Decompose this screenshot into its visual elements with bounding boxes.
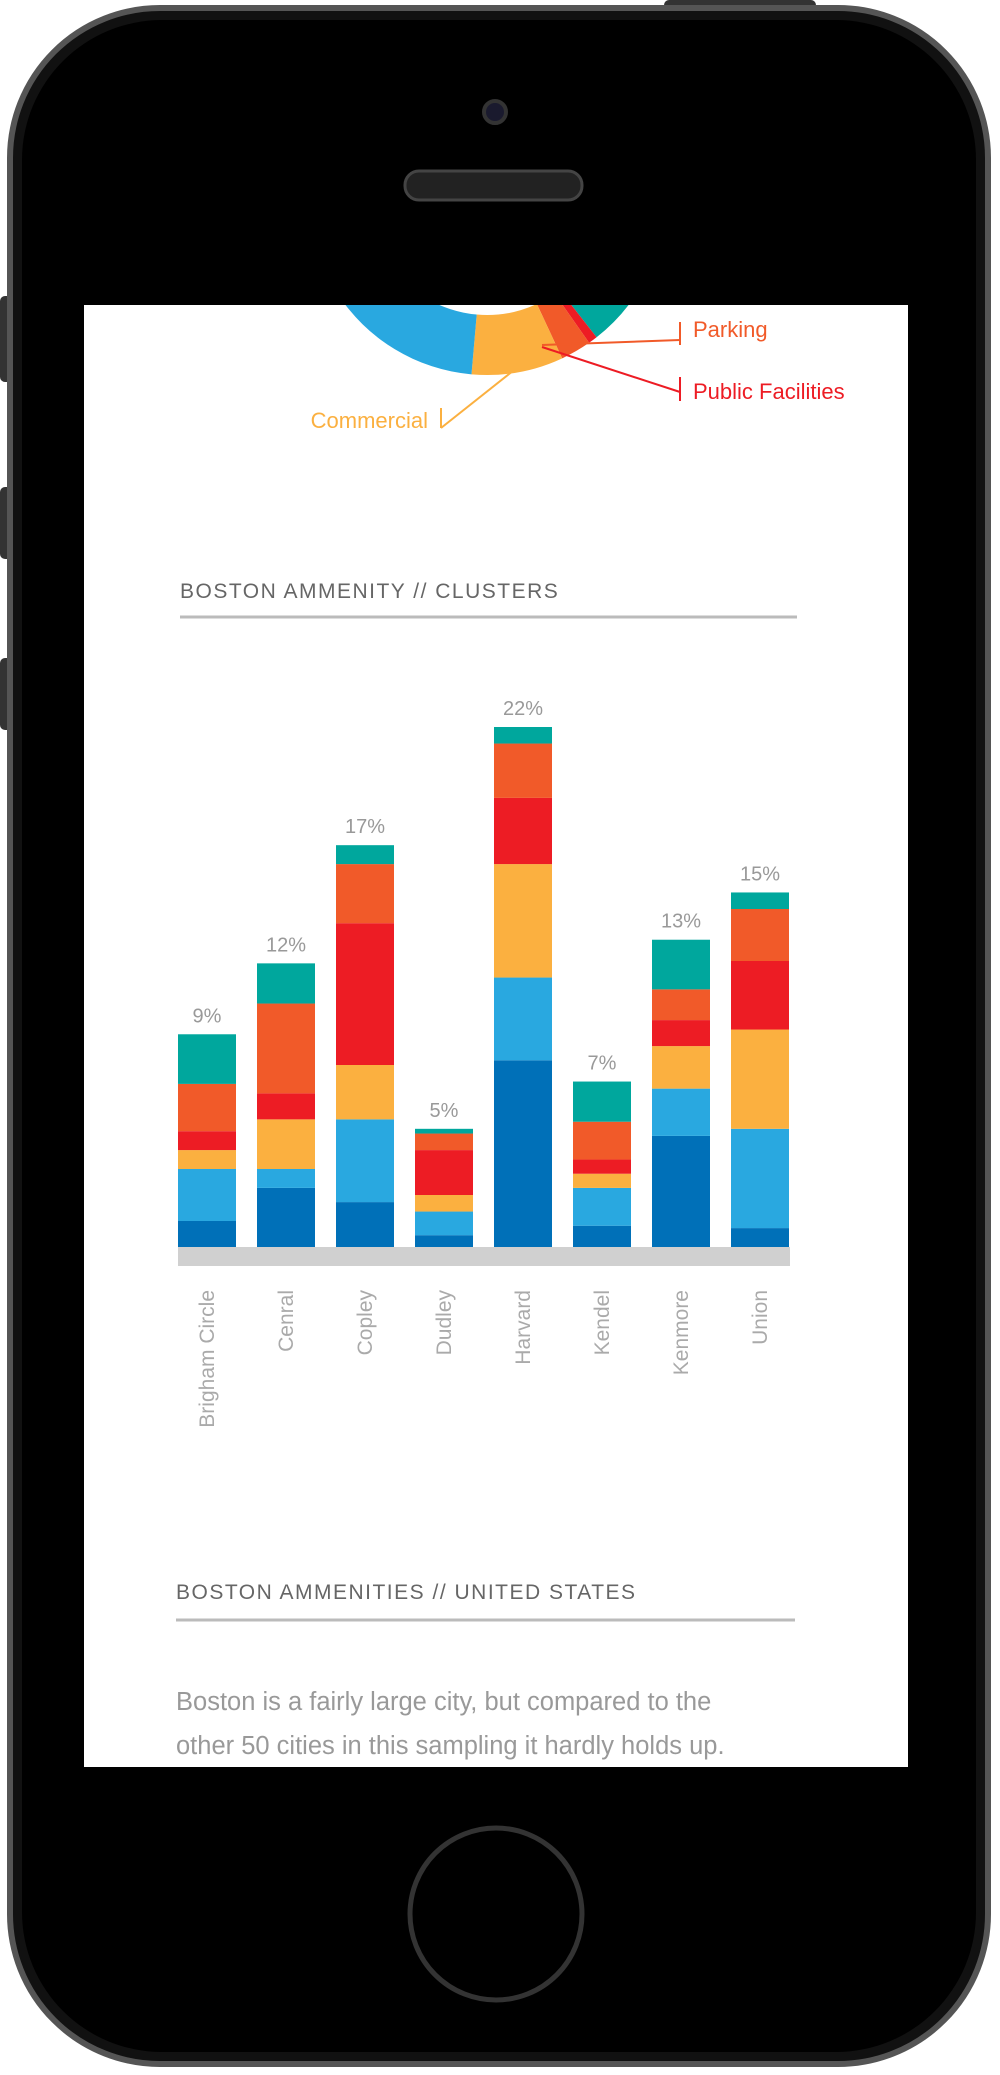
total-label: 17% [345,816,385,838]
bar-segment [573,1081,631,1122]
bar-segment [336,923,394,1065]
x-tick-label: Copley [354,1290,377,1356]
total-label: 22% [503,698,543,720]
bar-segment [573,1159,631,1174]
donut [345,305,629,375]
bar-segment [731,892,789,909]
bar-segment [731,961,789,1030]
bar-segment [257,1119,315,1169]
chart-base [178,1247,790,1266]
bar-segment [415,1128,473,1134]
x-tick-label: Dudley [433,1290,456,1356]
bar-segment [336,1119,394,1203]
bar-segment [494,864,552,978]
paragraph-line: Boston is a fairly large city, but compa… [176,1688,711,1716]
x-tick-label: Brigham Circle [196,1290,219,1428]
bar-segment [573,1187,631,1226]
bar-segment [573,1225,631,1247]
leader-line [541,346,681,393]
bar-segment [336,1065,394,1120]
x-tick-label: Kenmore [670,1290,693,1375]
stacked-bar-chart: 9% Brigham Circle 12% Cenral 17% Copley 5% Dudl… [178,698,789,1428]
total-label: 5% [430,1100,459,1122]
bar-segment [415,1133,473,1151]
bar-segment [257,1187,315,1247]
total-label: 9% [193,1005,222,1027]
bar-segment [178,1131,236,1151]
section-title: BOSTON AMMENITY // CLUSTERS [180,580,559,603]
camera [482,99,508,125]
bar-segment [652,939,710,990]
bar-segment [494,1060,552,1247]
bar-segment [494,727,552,744]
bar-segment [336,864,394,924]
speaker [403,169,584,202]
bar-segment [178,1169,236,1221]
paragraph-line: other 50 cities in this sampling it hard… [176,1732,725,1760]
bar-segment [336,845,394,865]
total-label: 13% [661,911,701,933]
donut-segment [562,305,597,343]
x-tick-label: Harvard [512,1290,535,1365]
total-label: 12% [266,934,306,956]
bar-segment [494,743,552,798]
donut-segment [571,305,629,338]
bar-segment [731,909,789,961]
bar-segment [494,797,552,865]
donut-segment [345,305,477,375]
bar-segment [257,1093,315,1120]
screen-content: Parking Public Facilities Commercial BOS… [176,305,845,1760]
bar-segment [415,1211,473,1236]
home-button [407,1825,585,2003]
donut-segment [537,305,590,359]
bar-segment [652,1135,710,1247]
x-tick-label: Kendel [591,1290,614,1355]
bar-segment [652,1046,710,1089]
bar-segment [178,1221,236,1247]
bar-segment [731,1128,789,1229]
bar-segment [573,1173,631,1188]
leader-line [440,354,534,429]
total-label: 7% [588,1053,617,1075]
bar-segment [573,1121,631,1160]
bar-segment [415,1195,473,1212]
bar-segment [178,1034,236,1084]
bar-segment [257,963,315,1004]
bar-segment [415,1235,473,1247]
bar-segment [257,1169,315,1188]
leader-line [541,339,681,346]
section-title: BOSTON AMMENITIES // UNITED STATES [176,1581,637,1604]
bar-segment [178,1083,236,1132]
bar-segment [257,1003,315,1094]
total-label: 15% [740,863,780,885]
x-tick-label: Cenral [275,1290,298,1352]
donut-segment [471,305,563,375]
bar-segment [652,989,710,1021]
bar-segment [178,1150,236,1169]
donut-label: Public Facilities [693,379,845,404]
bar-segment [652,1088,710,1136]
bar-segment [336,1202,394,1247]
bar-segment [415,1150,473,1195]
donut-label: Commercial [311,408,428,433]
x-tick-label: Union [749,1290,772,1345]
donut-label: Parking [693,317,768,342]
bar-segment [652,1020,710,1047]
bar-segment [731,1029,789,1129]
bar-segment [731,1228,789,1247]
bar-segment [494,977,552,1061]
